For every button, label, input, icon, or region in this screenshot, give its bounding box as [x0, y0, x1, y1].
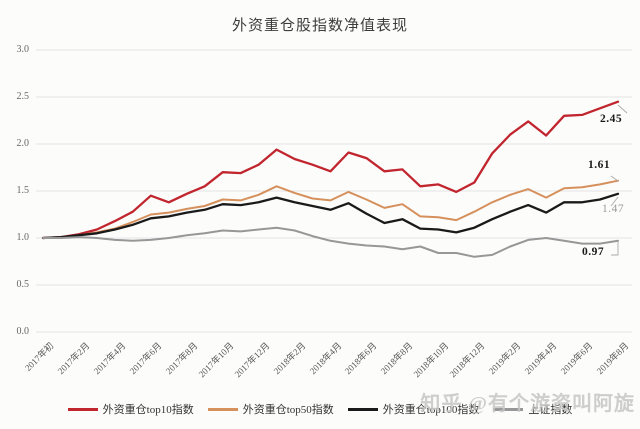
legend-item-top10: 外资重仓top10指数	[67, 401, 194, 417]
legend-label-top100: 外资重仓top100指数	[382, 404, 480, 416]
series-line-top50	[42, 179, 619, 239]
y-tick-label: 0.0	[16, 326, 30, 337]
end-label-top50: 1.61	[588, 159, 611, 171]
end-label-sse: 0.97	[582, 246, 605, 258]
legend-label-top50: 外资重仓top50指数	[242, 404, 334, 416]
series-line-sse	[42, 226, 619, 258]
end-label-leader-top100	[610, 196, 619, 207]
series-line-top100	[41, 192, 620, 240]
y-tick-label: 2.0	[16, 138, 30, 149]
legend-swatch-top10	[67, 407, 98, 411]
legend-item-top100: 外资重仓top100指数	[347, 401, 480, 417]
legend-swatch-top50	[207, 407, 238, 411]
legend-item-top50: 外资重仓top50指数	[207, 401, 334, 417]
legend-label-top10: 外资重仓top10指数	[102, 404, 194, 416]
end-label-leader-top50	[610, 175, 619, 182]
legend-swatch-top100	[347, 407, 378, 411]
legend-swatch-sse	[493, 407, 524, 411]
chart-title: 外资重仓股指数净值表现	[231, 18, 408, 34]
watermark: 知乎 @有个游资叫阿旋	[420, 393, 635, 415]
y-tick-label: 0.5	[16, 279, 30, 290]
legend-item-sse: 上证指数	[493, 401, 572, 417]
end-label-top10: 2.45	[600, 113, 623, 125]
legend: 外资重仓top10指数 外资重仓top50指数 外资重仓top100指数 上证指数	[0, 401, 640, 417]
legend-label-sse: 上证指数	[528, 404, 573, 416]
end-label-top100: 1.47	[602, 203, 625, 215]
end-label-leader-top10	[617, 104, 628, 114]
end-label-leader-sse	[611, 242, 619, 256]
y-tick-label: 3.0	[16, 44, 30, 55]
series-line-top10	[41, 100, 620, 240]
y-tick-label: 1.0	[16, 232, 30, 243]
y-tick-label: 1.5	[16, 185, 30, 196]
y-tick-label: 2.5	[16, 91, 30, 102]
